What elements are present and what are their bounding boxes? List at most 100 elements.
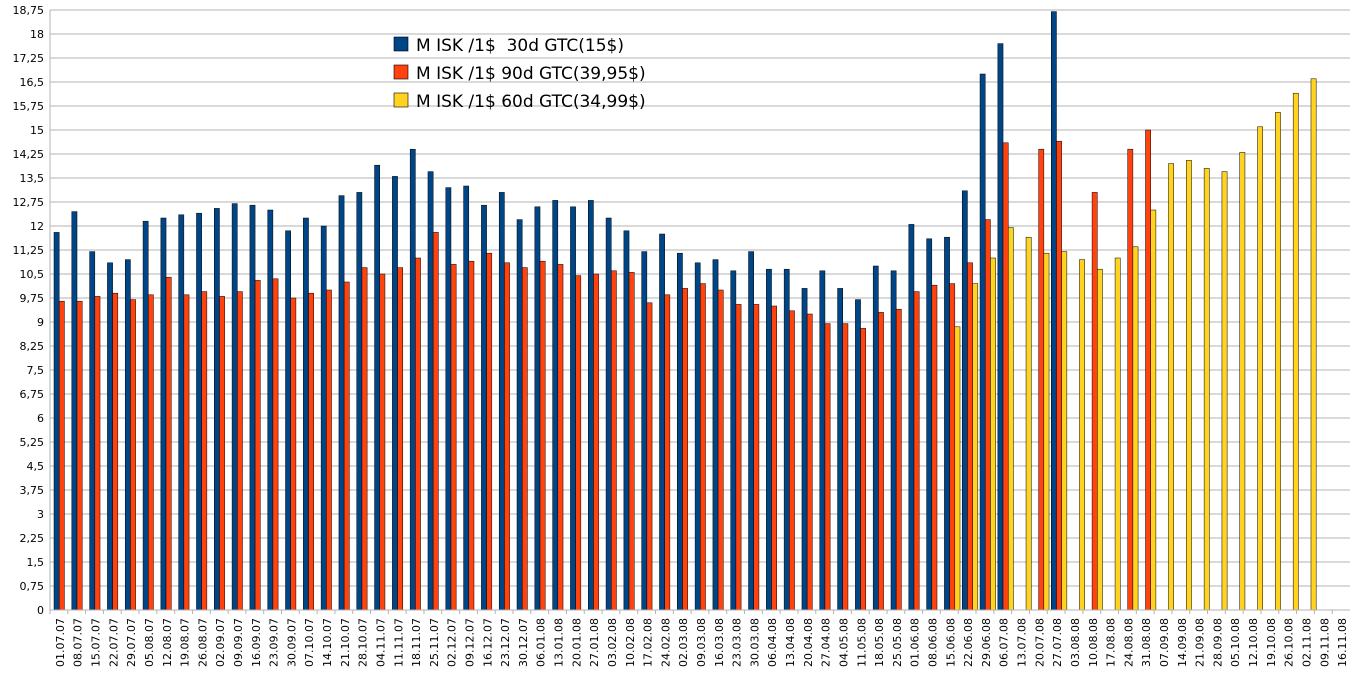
legend-label-series-3: M ISK /1$ 60d GTC(34,99$): [416, 92, 646, 112]
bar-series-3: [1257, 126, 1264, 611]
legend-label-series-1: M ISK /1$ 30d GTC(15$): [416, 36, 624, 56]
x-tick-label: 02.11.08: [1301, 618, 1314, 667]
y-tick-label: 5,25: [20, 436, 45, 449]
x-tick-label: 08.07.07: [72, 618, 85, 667]
x-tick-label: 21.10.07: [339, 618, 352, 667]
x-tick-label: 09.03.08: [695, 618, 708, 667]
bar-series-1: [997, 43, 1004, 611]
x-tick-label: 14.09.08: [1176, 618, 1189, 667]
x-tick-label: 23.03.08: [731, 618, 744, 667]
x-tick-label: 20.01.08: [570, 618, 583, 667]
bar-series-1: [623, 230, 630, 611]
x-tick-label: 27.01.08: [588, 618, 601, 667]
x-tick-label: 30.09.07: [285, 618, 298, 667]
bar-series-1: [516, 219, 523, 611]
x-tick-label: 23.09.07: [268, 618, 281, 667]
bar-series-1: [196, 212, 202, 611]
bar-series-1: [427, 171, 434, 611]
bar-series-3: [1275, 112, 1281, 611]
y-tick-label: 3,75: [20, 484, 45, 497]
x-tick-label: 23.12.07: [499, 618, 512, 667]
x-tick-label: 18.05.08: [873, 618, 886, 667]
bar-series-3: [990, 257, 996, 611]
bar-series-1: [89, 251, 96, 611]
bar-series-1: [801, 288, 808, 611]
x-tick-label: 08.06.08: [927, 618, 940, 667]
bar-series-2: [272, 278, 279, 611]
bar-series-2: [521, 267, 528, 611]
legend: M ISK /1$ 30d GTC(15$) M ISK /1$ 90d GTC…: [393, 36, 646, 112]
bar-series-3: [1310, 78, 1317, 611]
bar-series-2: [343, 281, 350, 611]
y-tick-label: 9: [37, 316, 44, 329]
bar-series-1: [124, 259, 131, 611]
bar-series-1: [605, 217, 612, 611]
bar-series-2: [379, 273, 386, 611]
bar-series-2: [397, 267, 404, 611]
bar-series-2: [1145, 129, 1151, 611]
bar-series-2: [254, 280, 261, 611]
bar-series-2: [450, 264, 457, 611]
x-tick-label: 25.11.07: [428, 618, 441, 667]
bar-series-2: [878, 312, 884, 611]
bar-series-2: [1127, 148, 1134, 611]
bar-series-1: [588, 200, 594, 611]
x-tick-label: 13.01.08: [553, 618, 566, 667]
x-tick-label: 28.09.08: [1211, 618, 1224, 667]
bar-series-1: [766, 268, 772, 611]
y-tick-label: 6: [37, 412, 44, 425]
y-tick-label: 12,75: [13, 196, 45, 209]
bar-series-3: [1203, 168, 1210, 611]
bar-series-2: [219, 296, 225, 611]
x-tick-label: 25.05.08: [891, 618, 904, 667]
x-tick-label: 28.10.07: [357, 618, 370, 667]
bar-series-1: [855, 299, 861, 611]
bar-series-2: [1056, 140, 1062, 611]
x-tick-label: 05.10.08: [1229, 618, 1242, 667]
y-tick-label: 6,75: [20, 388, 45, 401]
bar-series-1: [178, 214, 185, 611]
y-tick-label: 3: [37, 508, 44, 521]
bar-series-3: [1150, 209, 1157, 611]
x-tick-label: 16.03.08: [713, 618, 726, 667]
x-tick-label: 27.07.08: [1051, 618, 1064, 667]
x-tick-label: 20.07.08: [1033, 618, 1046, 667]
y-tick-label: 4,5: [27, 460, 45, 473]
bar-series-2: [76, 300, 83, 611]
bar-series-2: [147, 294, 154, 611]
x-tick-label: 14.10.07: [321, 618, 334, 667]
x-tick-label: 09.11.08: [1318, 618, 1331, 667]
bar-series-2: [860, 328, 867, 611]
x-tick-label: 31.08.08: [1140, 618, 1153, 667]
bar-series-2: [94, 296, 101, 611]
bar-series-1: [730, 270, 737, 611]
bar-series-3: [972, 283, 979, 611]
x-tick-label: 11.05.08: [855, 618, 868, 667]
bar-series-2: [753, 304, 760, 611]
legend-swatch-series-2: [393, 64, 409, 80]
bar-series-3: [1079, 259, 1085, 611]
y-tick-label: 0,75: [20, 580, 45, 593]
bar-series-1: [694, 262, 701, 611]
x-tick-label: 11.11.07: [392, 618, 405, 667]
x-tick-label: 15.06.08: [944, 618, 957, 667]
bar-series-3: [1292, 92, 1299, 611]
bar-series-2: [539, 260, 546, 611]
x-tick-label: 19.10.08: [1265, 618, 1278, 667]
x-tick-label: 01.06.08: [909, 618, 922, 667]
bar-series-1: [267, 209, 274, 611]
bar-series-2: [682, 288, 688, 611]
bar-series-1: [677, 252, 683, 611]
bar-series-2: [967, 262, 973, 611]
bar-series-1: [1051, 11, 1057, 611]
x-tick-label: 02.12.07: [446, 618, 459, 667]
x-tick-label: 13.04.08: [784, 618, 797, 667]
bar-series-1: [552, 200, 559, 611]
x-tick-label: 21.09.08: [1194, 618, 1207, 667]
bar-series-2: [58, 300, 65, 611]
y-tick-label: 0: [37, 604, 44, 617]
x-tick-label: 04.11.07: [375, 618, 388, 667]
x-tick-label: 26.10.08: [1283, 618, 1296, 667]
bar-series-2: [361, 267, 368, 611]
